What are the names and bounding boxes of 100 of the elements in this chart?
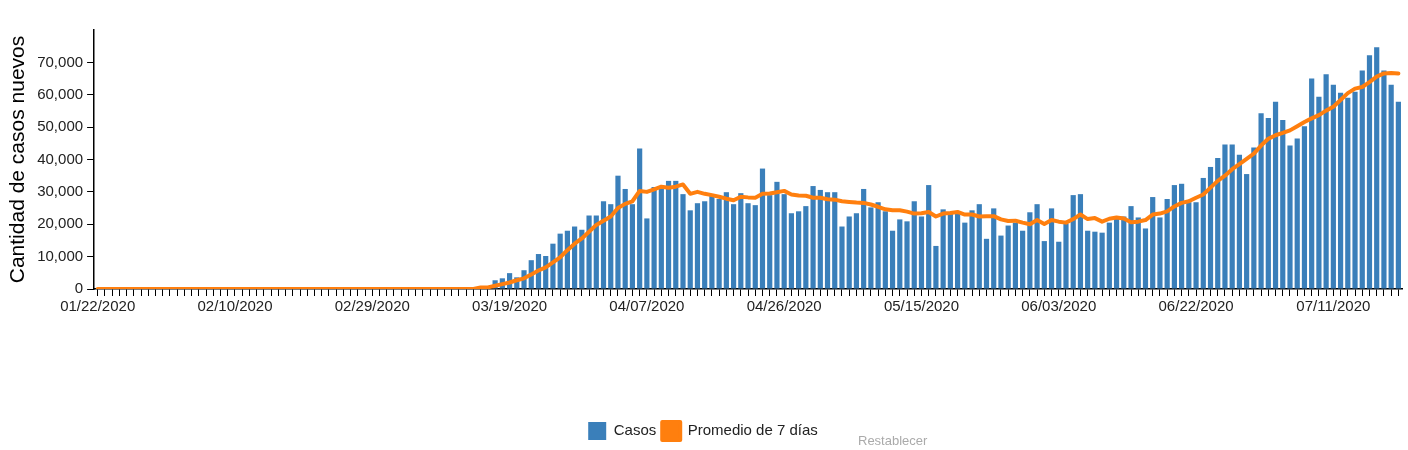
bar bbox=[796, 211, 802, 289]
bar bbox=[1301, 126, 1308, 289]
bar bbox=[947, 213, 953, 289]
bar bbox=[1200, 177, 1206, 289]
y-tick-label: 20,000 bbox=[37, 214, 84, 232]
bar bbox=[1316, 96, 1322, 289]
bar bbox=[1186, 202, 1192, 289]
bar bbox=[983, 238, 990, 289]
bar bbox=[846, 216, 852, 289]
y-tick-label: 50,000 bbox=[37, 117, 84, 135]
bar bbox=[644, 218, 650, 289]
bar bbox=[1337, 92, 1344, 289]
bar bbox=[1265, 118, 1271, 289]
bar bbox=[1352, 91, 1358, 289]
bar bbox=[969, 210, 975, 289]
x-tick-label: 03/19/2020 bbox=[472, 297, 548, 315]
bar bbox=[788, 213, 794, 289]
bar bbox=[1099, 232, 1105, 289]
bar bbox=[1121, 216, 1127, 289]
y-tick-label: 10,000 bbox=[37, 246, 84, 264]
bar bbox=[1085, 230, 1091, 289]
bar bbox=[1330, 84, 1336, 289]
bar bbox=[586, 215, 592, 289]
bar bbox=[629, 204, 636, 289]
x-tick-label: 07/11/2020 bbox=[1296, 297, 1371, 315]
x-tick-label: 06/03/2020 bbox=[1021, 297, 1097, 315]
x-tick-label: 06/22/2020 bbox=[1158, 297, 1234, 315]
bar bbox=[723, 192, 729, 289]
bar bbox=[962, 222, 968, 289]
bar bbox=[702, 201, 708, 289]
bar bbox=[1236, 154, 1243, 289]
bar bbox=[1077, 194, 1084, 289]
bar bbox=[1215, 157, 1221, 289]
y-tick-label: 60,000 bbox=[37, 84, 84, 102]
bar bbox=[897, 219, 903, 289]
bar bbox=[622, 188, 628, 289]
bar bbox=[709, 196, 715, 289]
bar bbox=[1366, 55, 1373, 289]
bar bbox=[926, 185, 932, 289]
bar bbox=[767, 195, 773, 289]
bar bbox=[752, 205, 758, 289]
bar bbox=[1048, 208, 1055, 289]
y-axis-title: Cantidad de casos nuevos bbox=[5, 35, 29, 284]
bar bbox=[680, 194, 686, 289]
bar bbox=[658, 187, 664, 289]
bar bbox=[608, 204, 614, 289]
bar bbox=[1258, 113, 1264, 289]
bar bbox=[1041, 241, 1047, 289]
bar bbox=[991, 208, 997, 289]
bar bbox=[1142, 228, 1149, 289]
bar bbox=[976, 204, 982, 289]
bar bbox=[1034, 204, 1040, 289]
bar bbox=[1164, 199, 1170, 289]
bar bbox=[1229, 144, 1235, 289]
bar bbox=[759, 168, 766, 289]
bar bbox=[1309, 78, 1315, 289]
bar bbox=[861, 188, 867, 289]
bar bbox=[940, 209, 946, 289]
bar bbox=[593, 215, 599, 289]
bar bbox=[1171, 185, 1177, 289]
x-tick-label: 02/29/2020 bbox=[334, 297, 410, 315]
y-tick-label: 0 bbox=[74, 279, 84, 297]
y-tick-label: 40,000 bbox=[37, 149, 84, 167]
bar bbox=[600, 201, 607, 289]
bar bbox=[1150, 197, 1156, 289]
bar bbox=[1179, 183, 1185, 289]
bar bbox=[1244, 174, 1250, 289]
bar bbox=[810, 186, 816, 289]
bar bbox=[745, 203, 751, 289]
bar bbox=[1280, 120, 1286, 289]
bar bbox=[824, 192, 831, 289]
x-tick-label: 02/10/2020 bbox=[197, 297, 273, 315]
x-tick-label: 01/22/2020 bbox=[60, 297, 136, 315]
bar bbox=[665, 180, 672, 289]
bar bbox=[1294, 138, 1300, 289]
y-tick-label: 70,000 bbox=[37, 52, 84, 70]
bar bbox=[817, 189, 823, 289]
bar bbox=[875, 202, 881, 289]
y-tick-label: 30,000 bbox=[37, 182, 84, 200]
bar bbox=[918, 216, 925, 289]
bar bbox=[1157, 217, 1163, 289]
bar bbox=[1063, 223, 1069, 289]
bar bbox=[550, 243, 556, 289]
bar bbox=[839, 226, 845, 289]
bar bbox=[1381, 70, 1387, 289]
x-tick-label: 04/07/2020 bbox=[609, 297, 685, 315]
bar bbox=[1005, 225, 1011, 289]
x-tick-label: 05/15/2020 bbox=[883, 297, 959, 315]
x-tick-label: 04/26/2020 bbox=[746, 297, 822, 315]
bar bbox=[1207, 166, 1214, 289]
bar bbox=[853, 213, 860, 289]
bar bbox=[868, 207, 874, 289]
bar bbox=[1012, 222, 1019, 289]
bar bbox=[1070, 195, 1076, 289]
bar bbox=[1388, 84, 1394, 289]
bar bbox=[1106, 222, 1112, 289]
bar bbox=[1251, 147, 1257, 289]
bar bbox=[781, 194, 787, 289]
text: Restablecer bbox=[858, 433, 928, 448]
bar bbox=[615, 175, 621, 289]
